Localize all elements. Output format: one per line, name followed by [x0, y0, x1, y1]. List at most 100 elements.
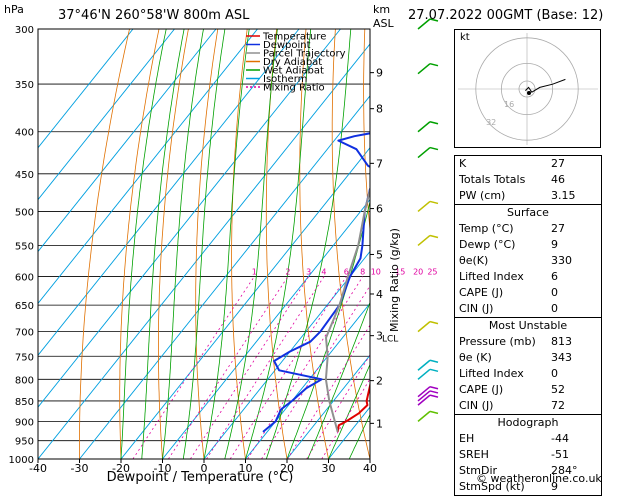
km-tick-label: 1 — [376, 417, 383, 430]
pressure-tick-label: 500 — [15, 207, 34, 218]
x-axis-label: Dewpoint / Temperature (°C) — [107, 470, 294, 485]
temperature-profile — [338, 29, 428, 432]
mixing-ratio-label: 1 — [252, 268, 257, 277]
mixing-ratio-label: 20 — [413, 268, 423, 277]
pressure-tick-label: 300 — [15, 25, 34, 36]
wind-barb-feather — [430, 148, 438, 150]
surface-index-value: 6 — [551, 269, 597, 285]
wind-barb-feather — [430, 391, 438, 393]
mixing-ratio-label: 10 — [371, 268, 381, 277]
surface-index-row: CIN (J) 0 — [455, 301, 601, 317]
most-unstable-index-label: CAPE (J) — [459, 382, 503, 398]
mixing-ratio-label: 6 — [344, 268, 349, 277]
surface-index-label: CIN (J) — [459, 301, 493, 317]
hodograph-ring-label: 16 — [504, 100, 514, 109]
wind-barb — [418, 122, 430, 132]
mixing-ratio-axis-label: Mixing Ratio (g/kg) — [388, 228, 401, 332]
most-unstable-index-label: Pressure (mb) — [459, 334, 536, 350]
dry-adiabat-line — [80, 29, 130, 459]
pressure-tick-label: 550 — [15, 241, 34, 252]
hodograph-unit-label: kt — [460, 32, 470, 43]
most-unstable-index-value: 52 — [551, 382, 597, 398]
wind-barb — [418, 369, 430, 379]
surface-index-row: θe(K) 330 — [455, 253, 601, 269]
dry-adiabat-line — [120, 29, 159, 459]
wind-barb — [418, 360, 430, 370]
surface-index-label: CAPE (J) — [459, 285, 503, 301]
general-index-label: K — [459, 156, 466, 172]
surface-index-row: CAPE (J) 0 — [455, 285, 601, 301]
x-tick-label: -40 — [29, 462, 47, 475]
km-tick-label: 5 — [376, 248, 383, 261]
wind-barb — [418, 411, 430, 421]
surface-title: Surface — [455, 205, 601, 221]
mixing-ratio-label: 8 — [360, 268, 365, 277]
lcl-label: LCL — [382, 335, 398, 345]
surface-index-label: θe(K) — [459, 253, 488, 269]
wind-barb-feather — [430, 369, 438, 371]
pressure-tick-label: 750 — [15, 352, 34, 363]
wind-barb-feather — [430, 235, 438, 237]
km-tick-label: 2 — [376, 375, 383, 388]
most-unstable-index-value: 343 — [551, 350, 597, 366]
general-index-value: 46 — [551, 172, 597, 188]
hodograph-index-value: -44 — [551, 431, 597, 447]
pressure-tick-label: 800 — [15, 375, 34, 386]
wind-barb-feather — [430, 122, 438, 124]
mixing-ratio-label: 4 — [321, 268, 326, 277]
surface-index-row: Temp (°C)27 — [455, 221, 601, 237]
pressure-tick-label: 400 — [15, 128, 34, 139]
wind-barb-feather — [430, 387, 438, 389]
general-index-label: PW (cm) — [459, 188, 505, 204]
surface-index-row: Lifted Index 6 — [455, 269, 601, 285]
km-tick-label: 4 — [376, 288, 383, 301]
isotherm-line — [0, 29, 258, 459]
copyright: © weatheronline.co.uk — [476, 472, 602, 485]
wind-barb — [418, 322, 430, 332]
wind-barbs — [418, 19, 438, 421]
most-unstable-index-row: Pressure (mb)813 — [455, 334, 601, 350]
hodograph-index-value: -51 — [551, 447, 597, 463]
most-unstable-index-value: 72 — [551, 398, 597, 414]
wind-barb-feather — [430, 395, 438, 397]
most-unstable-title: Most Unstable — [455, 318, 601, 334]
surface-index-value: 27 — [551, 221, 597, 237]
surface-index-label: Lifted Index — [459, 269, 524, 285]
mixing-ratio-label: 2 — [285, 268, 290, 277]
dry-adiabat-line — [600, 29, 629, 459]
x-tick-label: 30 — [322, 462, 336, 475]
most-unstable-index-label: θe (K) — [459, 350, 492, 366]
wet-adiabat-line — [287, 29, 398, 459]
storm-motion-marker — [527, 91, 531, 95]
x-tick-label: 40 — [363, 462, 377, 475]
km-tick-label: 7 — [376, 157, 383, 170]
hodograph-index-row: EH -44 — [455, 431, 601, 447]
wind-barb-feather — [430, 64, 438, 66]
surface-index-value: 0 — [551, 285, 597, 301]
km-tick-label: 8 — [376, 103, 383, 116]
dry-adiabat-line — [266, 29, 287, 459]
surface-index-value: 330 — [551, 253, 597, 269]
wind-barb — [418, 148, 430, 158]
legend-label: Mixing Ratio — [263, 83, 325, 94]
surface-index-value: 9 — [551, 237, 597, 253]
mixing-ratio-label: 25 — [427, 268, 437, 277]
pressure-tick-label: 900 — [15, 417, 34, 428]
most-unstable-index-row: CIN (J)72 — [455, 398, 601, 414]
pressure-tick-label: 950 — [15, 437, 34, 448]
surface-index-label: Dewp (°C) — [459, 237, 515, 253]
most-unstable-index-row: CAPE (J) 52 — [455, 382, 601, 398]
dry-adiabat-line — [300, 29, 329, 459]
most-unstable-index-row: θe (K) 343 — [455, 350, 601, 366]
hodograph-index-label: EH — [459, 431, 474, 447]
wind-barb — [418, 201, 430, 211]
surface-index-value: 0 — [551, 301, 597, 317]
